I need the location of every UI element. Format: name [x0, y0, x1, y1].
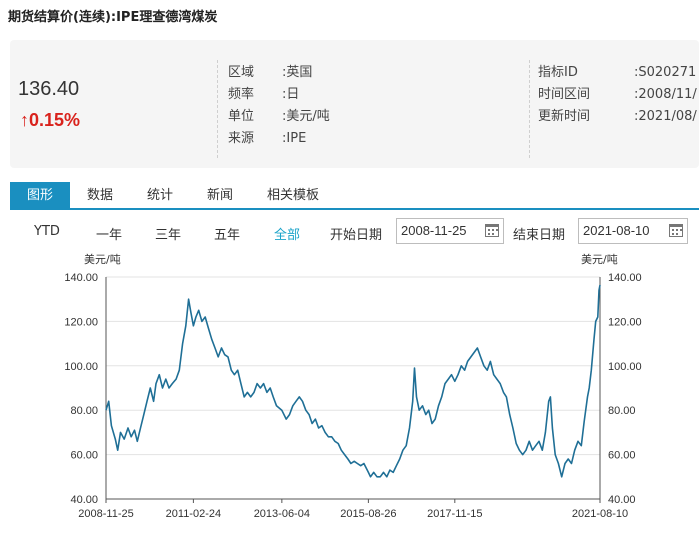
- start-date-label: 开始日期: [330, 228, 383, 243]
- y-tick-label-left: 100.00: [64, 361, 98, 373]
- view-tabs: 图形 数据 统计 新闻 相关模板: [10, 182, 699, 210]
- price-change-value: 0.15%: [29, 110, 81, 130]
- x-tick-label: 2021-08-10: [572, 508, 628, 520]
- gridlines: [106, 276, 600, 500]
- y-tick-label-right: 40.00: [608, 494, 636, 506]
- y-tick-label-right: 100.00: [608, 361, 642, 373]
- x-tick-label: 2013-06-04: [254, 508, 310, 520]
- range-3y[interactable]: 三年: [155, 228, 182, 243]
- latest-price: 136.40: [18, 78, 80, 100]
- x-tick-label: 2017-11-15: [427, 508, 482, 520]
- calendar-icon[interactable]: [485, 224, 499, 237]
- y-tick-label-left: 80.00: [70, 405, 98, 417]
- tab-data[interactable]: 数据: [86, 188, 113, 203]
- meta-row-updated: 更新时间: 2021/08/: [538, 109, 697, 124]
- indicator-info-panel: 136.40 ↑0.15% 区域: 英国 频率: 日 单位: 美元/吨 来源: …: [10, 40, 699, 168]
- axes: [105, 277, 601, 503]
- range-bar: YTD 一年 三年 五年 全部 开始日期 2008-11-25 结束日期 202…: [10, 218, 699, 246]
- divider: [529, 60, 530, 158]
- x-tick-label: 2008-11-25: [78, 508, 133, 520]
- price-change: ↑0.15%: [20, 110, 80, 131]
- range-1y[interactable]: 一年: [96, 228, 123, 243]
- x-tick-label: 2015-08-26: [340, 508, 396, 520]
- start-date-input[interactable]: 2008-11-25: [396, 218, 504, 244]
- range-ytd[interactable]: YTD: [34, 224, 60, 239]
- series-line: [105, 284, 601, 478]
- tab-chart[interactable]: 图形: [10, 182, 70, 210]
- y-tick-label-left: 120.00: [64, 316, 98, 328]
- meta-row-indicator-id: 指标ID: S020271: [538, 65, 697, 80]
- calendar-icon[interactable]: [669, 224, 683, 237]
- y-tick-label-left: 40.00: [70, 494, 98, 506]
- y-tick-label-right: 140.00: [608, 272, 642, 284]
- y-tick-label-right: 120.00: [608, 316, 642, 328]
- end-date-label: 结束日期: [513, 228, 566, 243]
- y-tick-label-right: 80.00: [608, 405, 636, 417]
- y-tick-labels: 40.00 40.00 60.00 60.00 80.00 80.00 100.00 100.…: [64, 272, 641, 506]
- price-line-chart: 美元/吨 美元/吨 40.00 40.00 60.00 60.00 80.00 80.00…: [64, 253, 641, 520]
- tab-stats[interactable]: 统计: [146, 188, 173, 203]
- tab-related-templates[interactable]: 相关模板: [266, 188, 319, 203]
- meta-left: 区域: 英国 频率: 日 单位: 美元/吨 来源: IPE: [228, 64, 330, 152]
- divider: [217, 60, 218, 158]
- end-date-input[interactable]: 2021-08-10: [578, 218, 688, 244]
- end-date-value: 2021-08-10: [583, 223, 650, 238]
- page-title: 期货结算价(连续):IPE理查德湾煤炭: [8, 10, 218, 25]
- meta-row-unit: 单位: 美元/吨: [228, 109, 330, 124]
- meta-row-frequency: 频率: 日: [228, 87, 300, 102]
- range-5y[interactable]: 五年: [214, 228, 241, 243]
- start-date-value: 2008-11-25: [401, 223, 467, 238]
- x-tick-label: 2011-02-24: [166, 508, 221, 520]
- x-tick-labels: 2008-11-25 2011-02-24 2013-06-04 2015-08-26…: [78, 508, 628, 520]
- tab-news[interactable]: 新闻: [206, 188, 233, 203]
- y-tick-label-right: 60.00: [608, 450, 636, 462]
- y-tick-label-left: 60.00: [70, 450, 98, 462]
- meta-row-source: 来源: IPE: [228, 131, 307, 146]
- range-all[interactable]: 全部: [274, 228, 301, 243]
- meta-row-region: 区域: 英国: [228, 65, 313, 80]
- meta-right: 指标ID: S020271 时间区间: 2008/11/ 更新时间: 2021/…: [538, 64, 697, 130]
- y-axis-unit-left: 美元/吨: [84, 253, 121, 266]
- arrow-up-icon: ↑: [20, 110, 29, 130]
- y-tick-label-left: 140.00: [64, 272, 98, 284]
- meta-row-time-range: 时间区间: 2008/11/: [538, 87, 697, 102]
- y-axis-unit-right: 美元/吨: [581, 253, 618, 266]
